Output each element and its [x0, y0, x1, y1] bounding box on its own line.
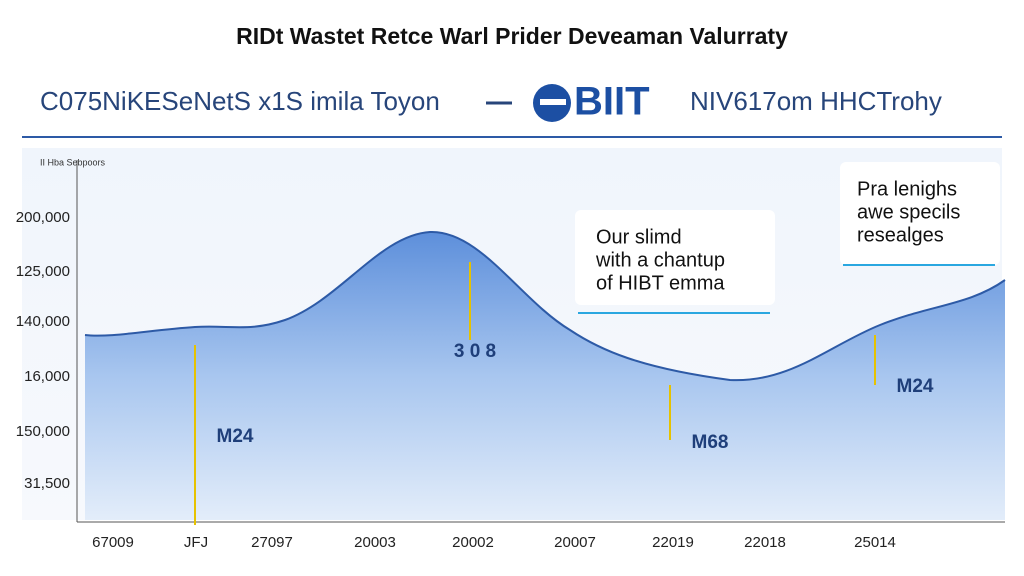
callout-text: resealges	[857, 224, 944, 246]
x-label: 27097	[251, 534, 293, 551]
callout-text: awe specils	[857, 201, 960, 223]
logo-icon-bar	[540, 99, 566, 105]
subtitle-left: C075NiKESeNetS x1S imila Toyon	[40, 86, 440, 116]
x-label: 20002	[452, 534, 494, 551]
x-label: 20007	[554, 534, 596, 551]
area-line	[84, 230, 1006, 382]
y-label: 140,000	[16, 313, 70, 330]
annotation: M24	[897, 376, 934, 397]
y-label: 16,000	[24, 368, 70, 385]
x-label: 20003	[354, 534, 396, 551]
callout-box	[840, 162, 1000, 265]
logo: BIIT	[574, 80, 650, 124]
caption: II Hba Sebpoors	[40, 157, 106, 167]
y-label: 125,000	[16, 263, 70, 280]
x-label: 22019	[652, 534, 694, 551]
subtitle-right: NIV617om HHCTrohy	[690, 86, 942, 116]
annotation: M24	[217, 426, 254, 447]
y-label: 150,000	[16, 423, 70, 440]
callout-text: Our slimd	[596, 226, 682, 248]
annotation: M68	[692, 432, 729, 453]
x-label: 25014	[854, 534, 896, 551]
y-label: 200,000	[16, 209, 70, 226]
annotation: 3 0 8	[454, 341, 496, 362]
x-label: JFJ	[184, 534, 208, 551]
x-label: 67009	[92, 534, 134, 551]
x-label: 22018	[744, 534, 786, 551]
arrows	[194, 262, 876, 525]
title: RIDt Wastet Retce Warl Prider Deveaman V…	[236, 23, 788, 49]
callout-text: Pra lenighs	[857, 178, 957, 200]
callout-text: with a chantup	[595, 249, 725, 271]
area	[85, 231, 1005, 521]
y-label: 31,500	[24, 475, 70, 492]
callout-box	[575, 210, 775, 305]
callout-text: of HIBT emma	[596, 272, 725, 294]
